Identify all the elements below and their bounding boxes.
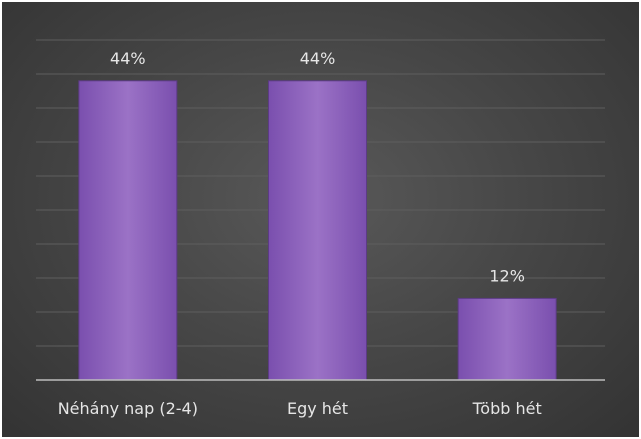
x-tick-label-3: Több hét [472,399,542,418]
data-labels: 44% 44% 12% [110,49,525,286]
bars [78,80,557,381]
bar-2 [268,80,367,381]
data-label-2: 44% [300,49,336,68]
x-tick-labels: Néhány nap (2-4) Egy hét Több hét [58,399,542,418]
bar-3 [457,297,557,381]
data-label-1: 44% [110,49,146,68]
x-tick-label-2: Egy hét [287,399,348,418]
bar-1 [78,80,178,381]
data-label-3: 12% [489,266,525,285]
x-tick-label-1: Néhány nap (2-4) [58,399,198,418]
